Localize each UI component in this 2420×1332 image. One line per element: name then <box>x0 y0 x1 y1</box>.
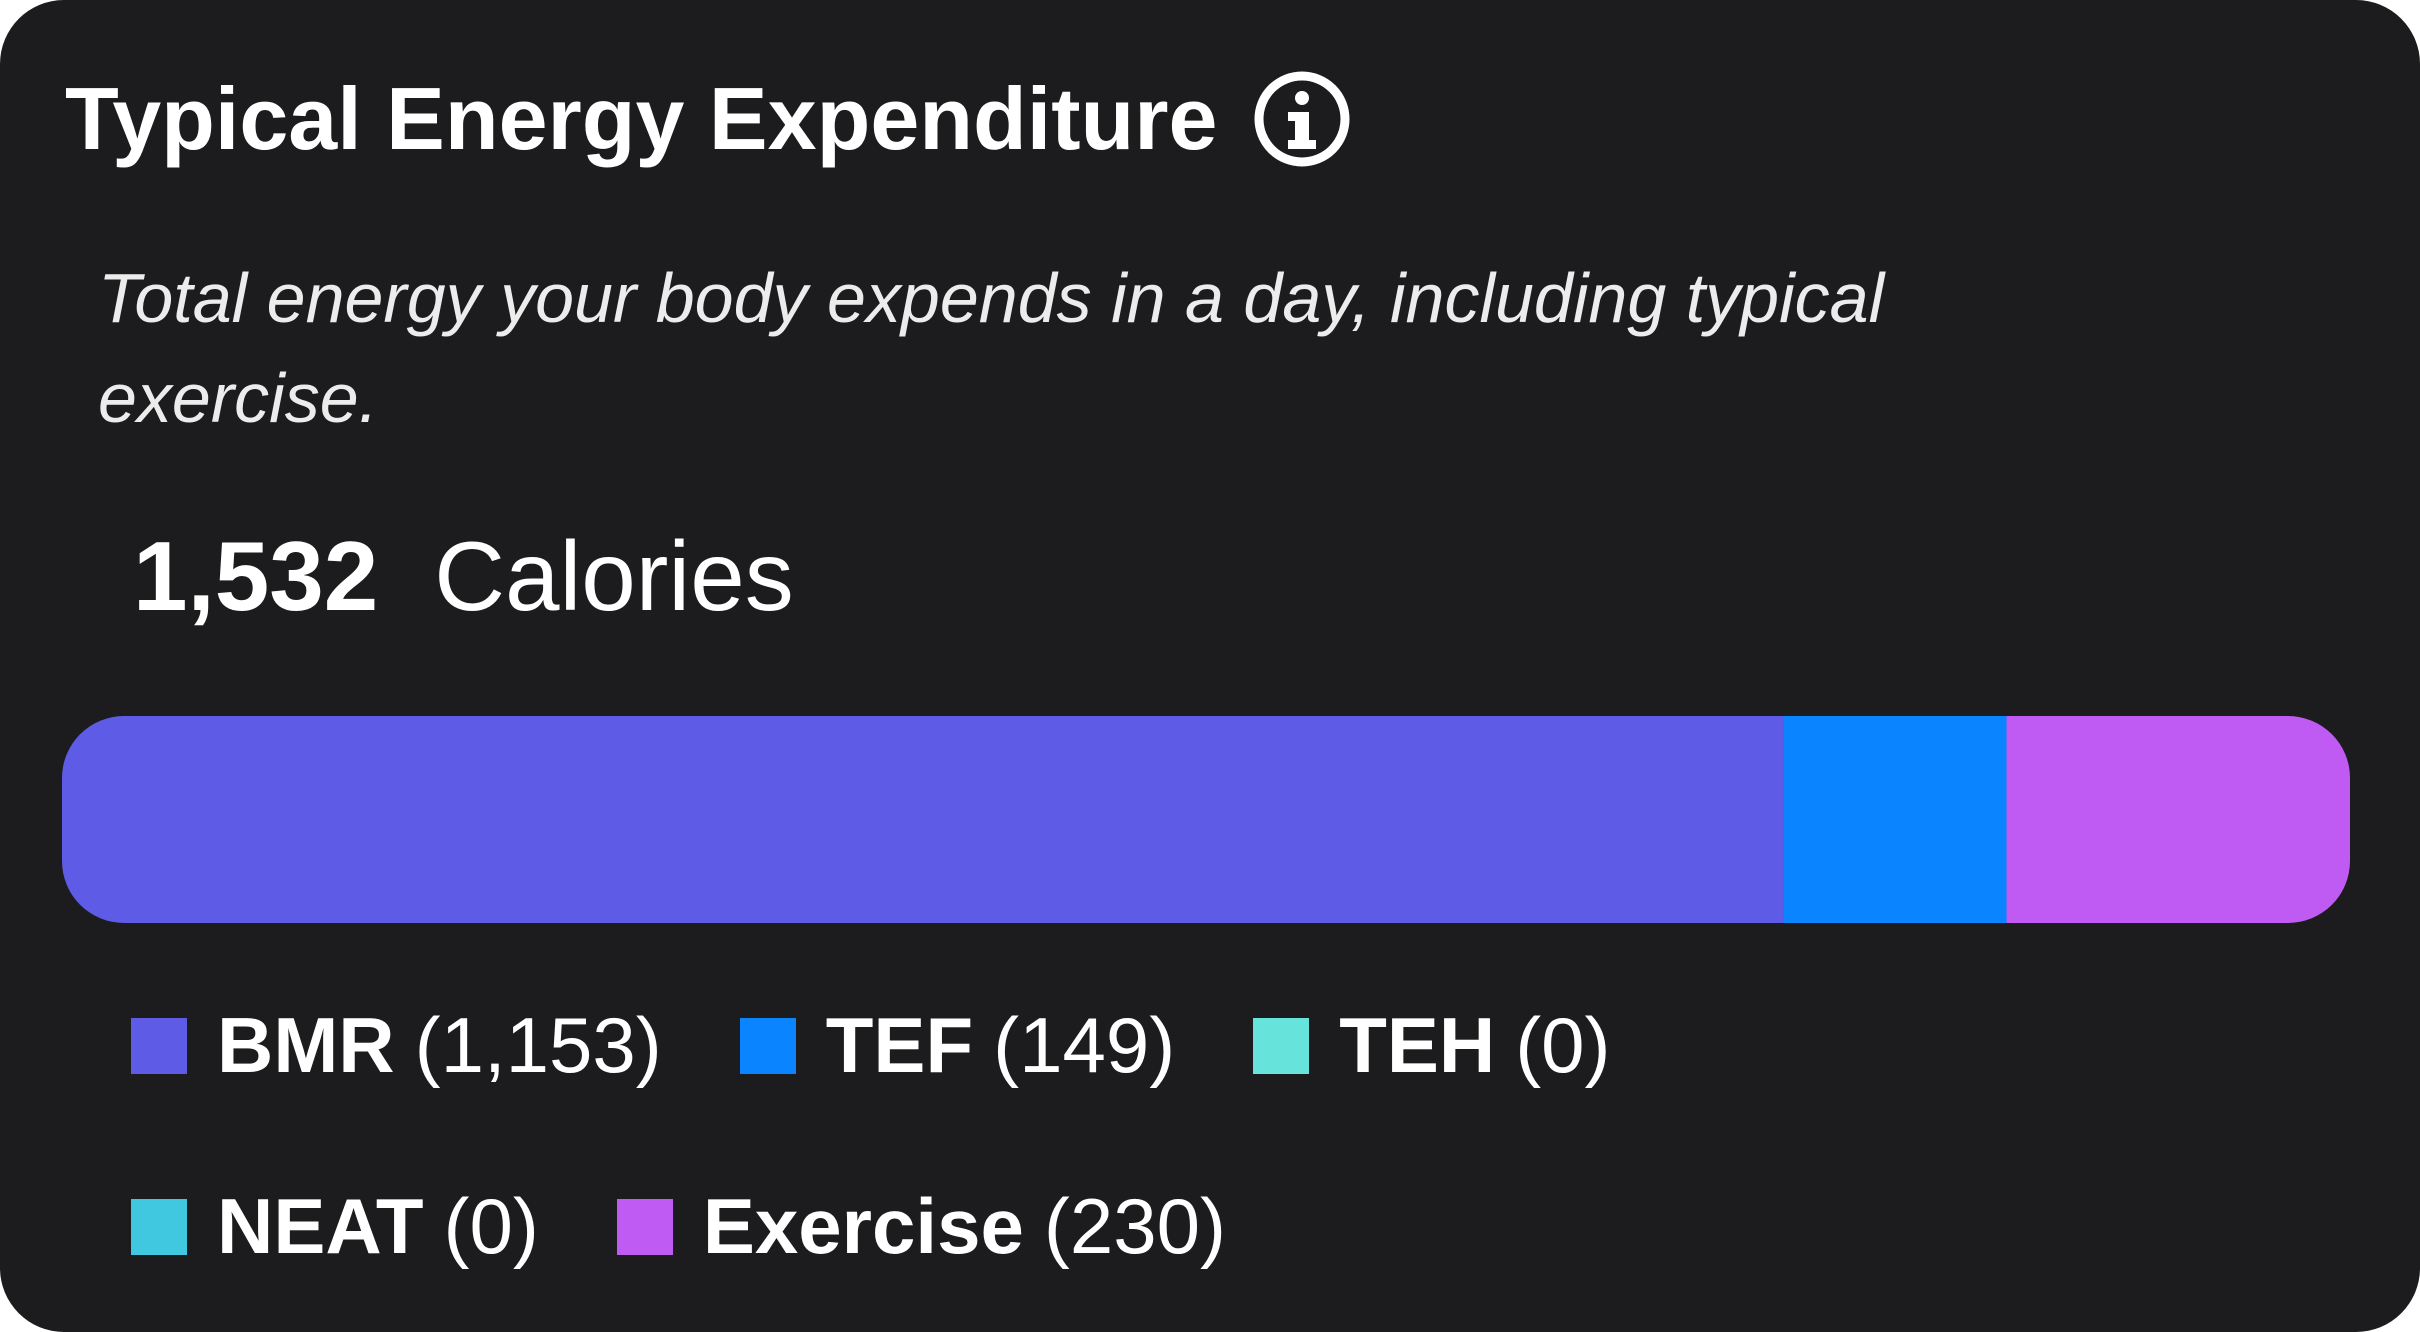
legend-value: (0) <box>443 1182 539 1270</box>
legend-name: TEF <box>825 1001 974 1089</box>
legend-name: TEH <box>1339 1001 1496 1089</box>
bar-segment <box>1783 716 2007 923</box>
legend-swatch <box>131 1017 187 1074</box>
legend-swatch <box>616 1198 673 1255</box>
card-title: Typical Energy Expenditure <box>65 69 1218 168</box>
legend-item: TEF (149) <box>739 1000 1176 1091</box>
legend-value: (1,153) <box>414 1001 662 1089</box>
legend-swatch <box>1253 1017 1310 1074</box>
legend-item: TEH (0) <box>1253 1000 1611 1091</box>
legend-item: BMR (1,153) <box>131 1000 662 1091</box>
card-subtitle: Total energy your body expends in a day,… <box>98 259 1885 437</box>
total-value: 1,532 <box>133 521 379 631</box>
info-icon[interactable] <box>1253 70 1351 168</box>
stacked-bar <box>62 716 2350 923</box>
total-row: 1,532 Calories <box>133 520 794 633</box>
legend-name: BMR <box>217 1001 395 1089</box>
legend: BMR (1,153) TEF (149) TEH (0) NEAT (0) Exercise(… <box>131 1000 1931 1272</box>
bar-segment <box>62 716 1784 923</box>
legend-value: (149) <box>993 1001 1176 1089</box>
legend-value: (0) <box>1515 1001 1611 1089</box>
title-row: Typical Energy Expenditure <box>65 68 1351 170</box>
legend-item: NEAT (0) <box>131 1181 539 1272</box>
legend-name: NEAT <box>217 1182 424 1270</box>
legend-swatch <box>739 1017 796 1074</box>
total-unit: Calories <box>434 521 794 631</box>
legend-item: Exercise (230) <box>616 1181 1226 1272</box>
legend-swatch <box>131 1198 187 1255</box>
bar-segment <box>2006 716 2350 923</box>
legend-name: Exercise <box>702 1182 1024 1270</box>
legend-value: (230) <box>1043 1182 1226 1270</box>
